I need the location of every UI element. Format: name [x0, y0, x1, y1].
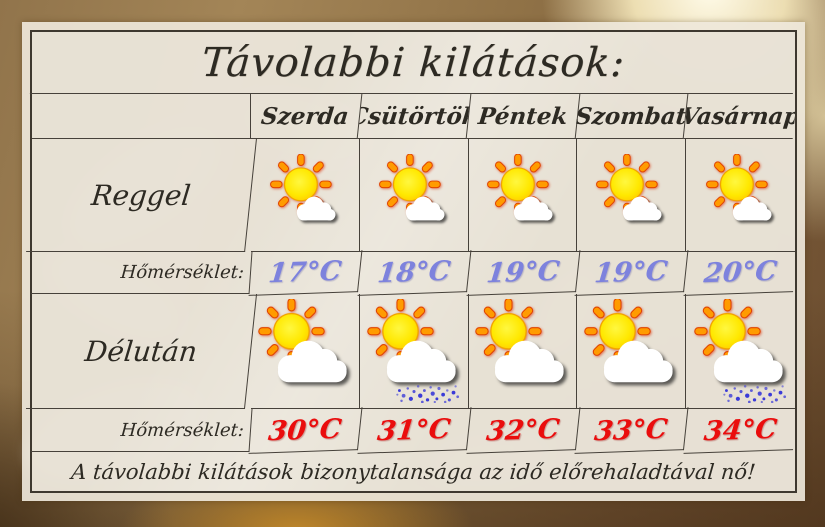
sun-showers-icon: [689, 299, 793, 403]
morning-temp-szerda: 17°C: [248, 250, 363, 296]
day-header-vasarnap: Vasárnap: [683, 94, 798, 139]
day-header-szerda: Szerda: [248, 94, 363, 139]
partly-cloudy-icon: [470, 299, 574, 403]
afternoon-forecast-szerda: [251, 294, 360, 409]
day-header-pentek: Péntek: [466, 94, 580, 139]
mostly-sunny-icon: [700, 154, 782, 236]
morning-temp-vasarnap: 20°C: [683, 250, 798, 296]
morning-temp-pentek: 19°C: [466, 250, 580, 296]
afternoon-temp-csutortok: 31°C: [357, 407, 472, 454]
morning-temp-csutortok: 18°C: [357, 250, 472, 296]
temperature-label-afternoon: Hőmérséklet:: [30, 409, 253, 452]
afternoon-temp-pentek: 32°C: [466, 407, 580, 454]
morning-forecast-csutortok: [359, 139, 469, 252]
temperature-label-morning: Hőmérséklet:: [30, 252, 253, 294]
forecast-table: Távolabbi kilátások: Szerda Csütörtök Pé…: [25, 30, 798, 493]
morning-forecast-pentek: [468, 139, 578, 252]
morning-forecast-szombat: [577, 139, 687, 252]
afternoon-temp-szombat: 33°C: [574, 407, 689, 454]
mostly-sunny-icon: [264, 154, 346, 236]
afternoon-forecast-pentek: [468, 294, 578, 409]
morning-forecast-vasarnap: [686, 139, 795, 252]
page-title: Távolabbi kilátások:: [29, 32, 798, 94]
afternoon-forecast-vasarnap: [686, 294, 795, 409]
row-label-afternoon: Délután: [25, 294, 258, 409]
afternoon-temp-szerda: 30°C: [248, 407, 363, 454]
morning-temp-szombat: 19°C: [574, 250, 689, 296]
table-frame: Távolabbi kilátások: Szerda Csütörtök Pé…: [22, 22, 805, 501]
afternoon-forecast-csutortok: [359, 294, 469, 409]
partly-cloudy-icon: [253, 299, 357, 403]
afternoon-forecast-szombat: [577, 294, 687, 409]
header-spacer: [32, 94, 251, 139]
sun-showers-icon: [362, 299, 466, 403]
day-header-szombat: Szombat: [575, 94, 689, 139]
mostly-sunny-icon: [373, 154, 455, 236]
row-label-morning: Reggel: [26, 139, 257, 252]
mostly-sunny-icon: [481, 154, 563, 236]
uncertainty-note: A távolabbi kilátások bizonytalansága az…: [70, 459, 757, 484]
morning-forecast-szerda: [251, 139, 360, 252]
afternoon-temp-vasarnap: 34°C: [683, 407, 798, 454]
day-header-csutortok: Csütörtök: [357, 94, 471, 139]
mostly-sunny-icon: [590, 154, 672, 236]
partly-cloudy-icon: [579, 299, 683, 403]
